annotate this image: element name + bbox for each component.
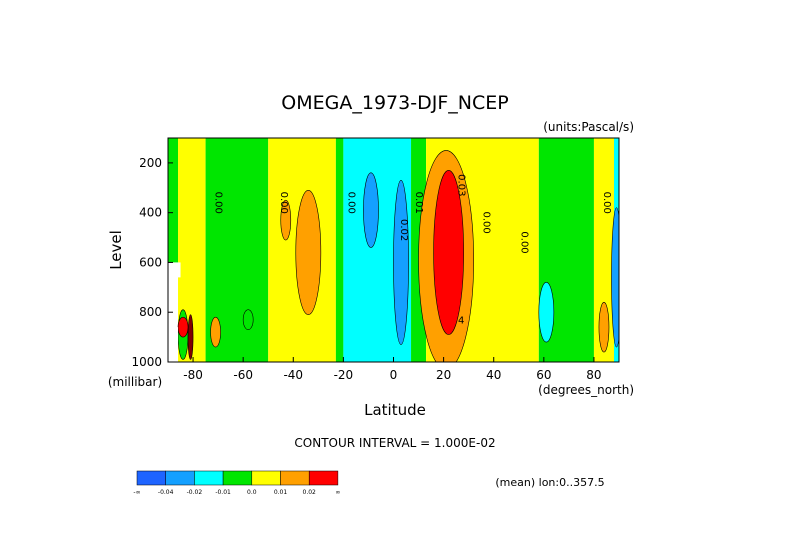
blob-blue-88 (611, 207, 619, 348)
colorbar-label: 0.01 (274, 489, 288, 496)
colorbar-swatch (136, 470, 166, 486)
colorbar-swatch (222, 470, 253, 486)
x-tick-label: -40 (283, 368, 303, 382)
contour-labels: 0.00 0.00 0.00 0.02 0.01 0.03 0.00 0.00 0.00 4 (213, 174, 612, 326)
x-axis: -80 -60 -40 -20 0 20 40 60 80 (183, 357, 602, 382)
colorbar-label: -0.01 (215, 489, 231, 496)
x-tick-label: 40 (486, 368, 501, 382)
blob-blue-minus-2 (393, 180, 409, 345)
colorbar-label: 0.02 (303, 489, 317, 496)
x-tick-label: -60 (233, 368, 253, 382)
masked-missing-b (168, 327, 179, 362)
y-tick-label: 1000 (131, 355, 162, 369)
blob-orange-84 (598, 301, 610, 353)
chart-title: OMEGA_1973-DJF_NCEP (281, 92, 508, 114)
contour-interval-label: CONTOUR INTERVAL = 1.000E-02 (294, 436, 495, 450)
colorbar-label: 0.0 (247, 489, 257, 496)
y-units-label: (millibar) (108, 375, 162, 389)
colorbar-swatch (308, 470, 339, 486)
contour-label: 0.01 (413, 192, 424, 214)
blob-orange-minus-45 (280, 199, 292, 241)
y-tick-label: 200 (139, 156, 162, 170)
blob-red-22 (433, 170, 464, 335)
blob-blue-minus-10 (363, 172, 379, 248)
colorbar-label: -∞ (133, 489, 140, 496)
contour-label: 0.00 (345, 192, 356, 214)
colorbar: -∞ -0.04 -0.02 -0.01 0.0 0.01 0.02 ∞ (133, 470, 340, 496)
blob-green-minus-60 (242, 309, 254, 330)
blob-red-south (177, 316, 189, 338)
contour-label: 0.02 (398, 219, 409, 241)
y-tick-label: 400 (139, 206, 162, 220)
y-axis: 200 400 600 800 1000 (131, 156, 173, 369)
colorbar-label: ∞ (335, 489, 340, 496)
contour-label: 0.00 (481, 211, 492, 233)
masked-missing-a (168, 262, 181, 278)
x-tick-label: 80 (586, 368, 601, 382)
x-tick-label: 0 (390, 368, 398, 382)
x-tick-label: 20 (436, 368, 451, 382)
plot-area (168, 138, 619, 362)
x-units-label: (degrees_north) (538, 383, 634, 397)
x-axis-label: Latitude (364, 401, 426, 419)
colorbar-label: -0.02 (187, 489, 203, 496)
contour-label: 0.00 (213, 192, 224, 214)
y-tick-label: 800 (139, 305, 162, 319)
blob-orange-minus-35 (295, 189, 322, 316)
contour-label: 0.00 (278, 192, 289, 214)
blob-cyan-62 (538, 282, 555, 343)
contour-label: 0.03 (456, 174, 467, 196)
blob-darkred-south (187, 314, 194, 360)
footer-label: (mean) lon:0..357.5 (495, 476, 604, 489)
colorbar-swatch (251, 470, 281, 486)
y-axis-label: Level (107, 230, 125, 270)
colorbar-swatch (280, 470, 310, 486)
colorbar-label: -0.04 (158, 489, 174, 496)
x-tick-label: 60 (536, 368, 551, 382)
contour-label: 0.00 (601, 192, 612, 214)
colorbar-swatch (165, 470, 195, 486)
region-band-green-d (335, 138, 344, 362)
contour-label: 4 (458, 315, 464, 326)
y-tick-label: 600 (139, 255, 162, 269)
x-tick-label: -80 (183, 368, 203, 382)
blob-orange-75 (210, 316, 221, 348)
colorbar-swatch (194, 470, 224, 486)
units-label: (units:Pascal/s) (543, 120, 634, 134)
contour-label: 0.00 (518, 231, 529, 253)
x-tick-label: -20 (334, 368, 354, 382)
region-band-green-south (168, 138, 179, 263)
region-band-yellow-i (593, 138, 617, 362)
